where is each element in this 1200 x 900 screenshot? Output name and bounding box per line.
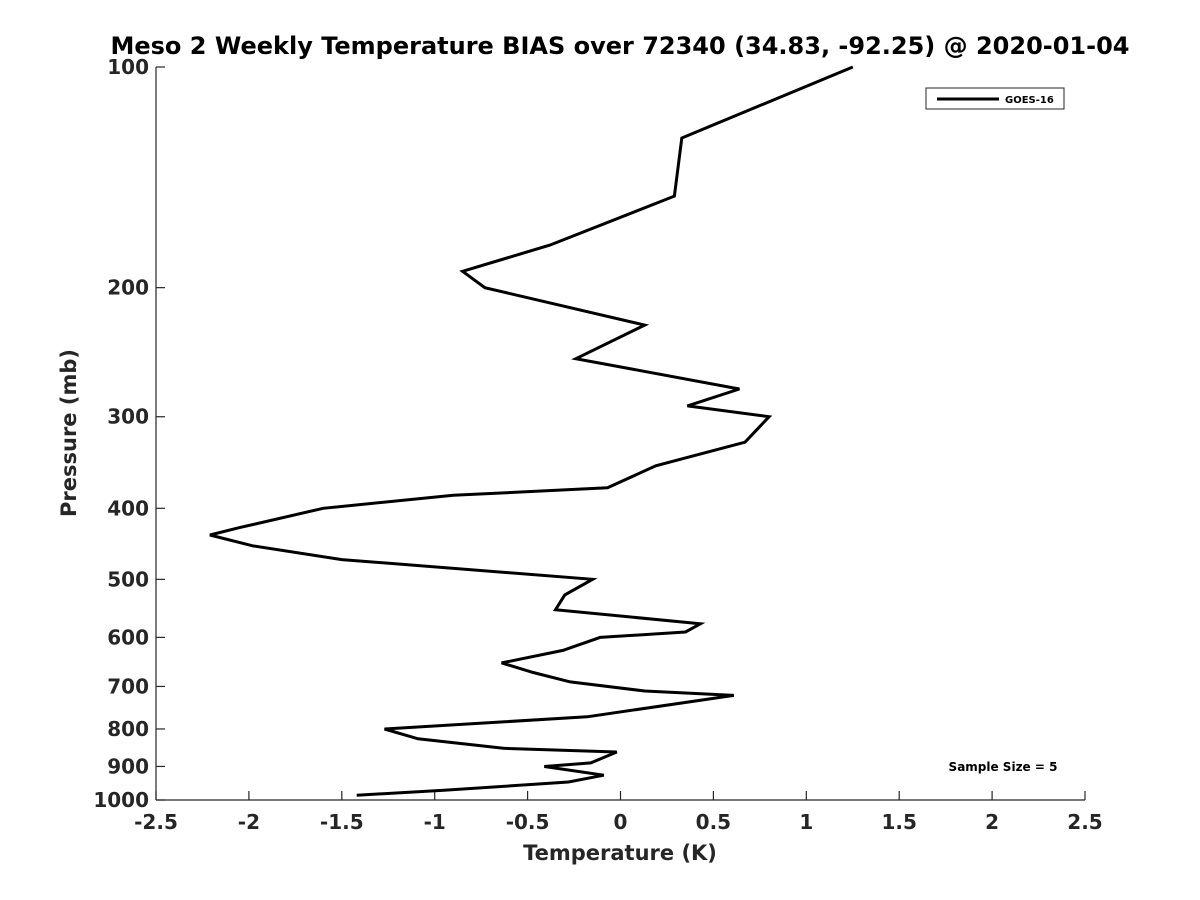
axes [155,67,1085,801]
x-tick-label: 2.5 [1067,810,1102,834]
y-tick-label: 300 [107,405,149,429]
y-tick-label: 100 [107,55,149,79]
x-tick-label: 1.5 [881,810,916,834]
y-tick-label: 200 [107,276,149,300]
legend: GOES-16 [925,87,1065,110]
chart-title: Meso 2 Weekly Temperature BIAS over 7234… [110,32,1129,60]
x-tick-label: -2 [238,810,260,834]
y-tick-label: 700 [107,674,149,698]
x-tick-label: -1 [424,810,446,834]
y-axis-label: Pressure (mb) [57,349,81,517]
y-tick-label: 800 [107,717,149,741]
sample-size-annotation: Sample Size = 5 [949,760,1058,774]
ticks: -2.5 -2 -1.5 -1 -0.5 0 0.5 1 1.5 2 2.5 100 200 300 400… [93,55,1102,834]
x-tick-label: -0.5 [506,810,550,834]
legend-entry-label: GOES-16 [1005,95,1054,106]
y-tick-label: 400 [107,496,149,520]
x-tick-label: 1 [799,810,813,834]
x-axis-label: Temperature (K) [523,841,717,865]
series-lines [209,65,854,797]
x-tick-label: 0.5 [696,810,731,834]
x-tick-label: -2.5 [134,810,178,834]
y-tick-label: 600 [107,625,149,649]
x-tick-label: 2 [985,810,999,834]
y-tick-label: 500 [107,567,149,591]
x-tick-label: 0 [614,810,628,834]
y-tick-label: 1000 [93,788,149,812]
y-tick-label: 900 [107,754,149,778]
x-tick-label: -1.5 [320,810,364,834]
series-line-goes-16 [209,65,854,797]
